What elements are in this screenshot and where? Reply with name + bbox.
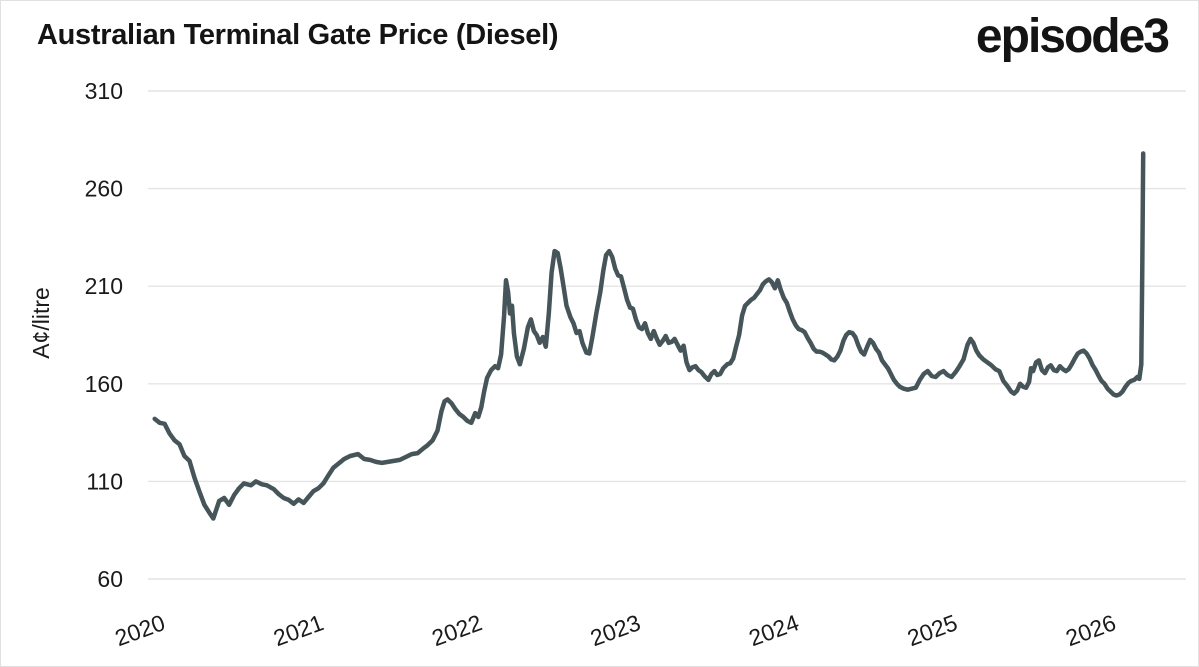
y-tick-label: 260 bbox=[85, 176, 123, 202]
x-tick-label: 2024 bbox=[745, 609, 802, 651]
page-title: Australian Terminal Gate Price (Diesel) bbox=[37, 19, 559, 51]
price-line bbox=[152, 151, 1146, 521]
brand-logo: episode3 bbox=[975, 10, 1170, 63]
y-tick-label: 210 bbox=[85, 273, 123, 299]
x-tick-label: 2023 bbox=[587, 609, 644, 651]
x-tick-label: 2020 bbox=[111, 609, 168, 651]
x-tick-label: 2025 bbox=[904, 609, 961, 651]
x-tick-label: 2021 bbox=[270, 609, 327, 651]
y-tick-label: 110 bbox=[86, 468, 123, 494]
x-tick-label: 2022 bbox=[428, 609, 485, 651]
y-tick-label: 310 bbox=[85, 78, 123, 104]
y-axis-label: A¢/litre bbox=[28, 287, 54, 359]
x-tick-label: 2026 bbox=[1062, 609, 1119, 651]
y-tick-label: 160 bbox=[85, 371, 123, 397]
y-tick-label: 60 bbox=[97, 566, 123, 592]
